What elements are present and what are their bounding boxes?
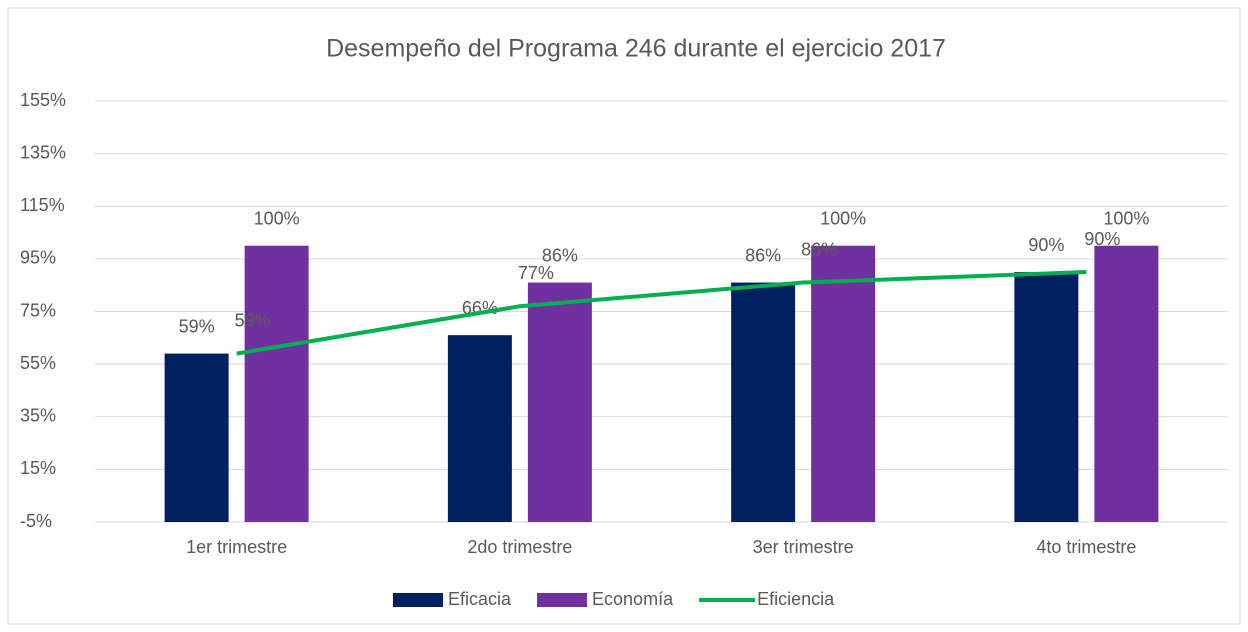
bar (731, 282, 796, 522)
y-tick-label: 135% (20, 142, 66, 162)
bar (1014, 272, 1079, 522)
data-label: 86% (801, 239, 837, 259)
y-tick-label: 75% (20, 300, 56, 320)
y-tick-label: 115% (20, 195, 65, 215)
y-tick-label: 155% (20, 90, 66, 110)
x-tick-label: 4to trimestre (1036, 537, 1136, 557)
chart-title: Desempeño del Programa 246 durante el ej… (326, 35, 946, 63)
y-tick-label: 15% (20, 458, 56, 478)
line (236, 270, 1087, 356)
data-label: 86% (745, 245, 781, 265)
data-label: 86% (542, 245, 578, 265)
data-label: 90% (1028, 235, 1064, 255)
legend-swatch (537, 593, 588, 607)
y-tick-label: 55% (20, 353, 56, 373)
bar (244, 245, 309, 522)
legend-label: Eficacia (448, 589, 512, 609)
x-tick-label: 3er trimestre (753, 537, 854, 557)
bar (1094, 245, 1159, 522)
data-label: 100% (1103, 208, 1149, 228)
x-tick-label: 1er trimestre (186, 537, 287, 557)
y-tick-label: 35% (20, 406, 56, 426)
bar (527, 282, 592, 522)
x-tick-label: 2do trimestre (467, 537, 572, 557)
data-label: 77% (518, 263, 554, 283)
legend-label: Economía (592, 589, 674, 609)
data-label: 59% (179, 316, 215, 336)
y-tick-label: 95% (20, 248, 56, 268)
data-label: 90% (1084, 229, 1120, 249)
data-label: 100% (820, 208, 866, 228)
data-label: 100% (254, 208, 300, 228)
bar (164, 353, 229, 522)
legend-swatch (393, 593, 443, 607)
y-tick-label: -5% (20, 511, 52, 531)
bar (811, 245, 876, 522)
data-label: 59% (235, 310, 271, 330)
bar (447, 335, 512, 522)
legend-label: Eficiencia (757, 589, 835, 609)
